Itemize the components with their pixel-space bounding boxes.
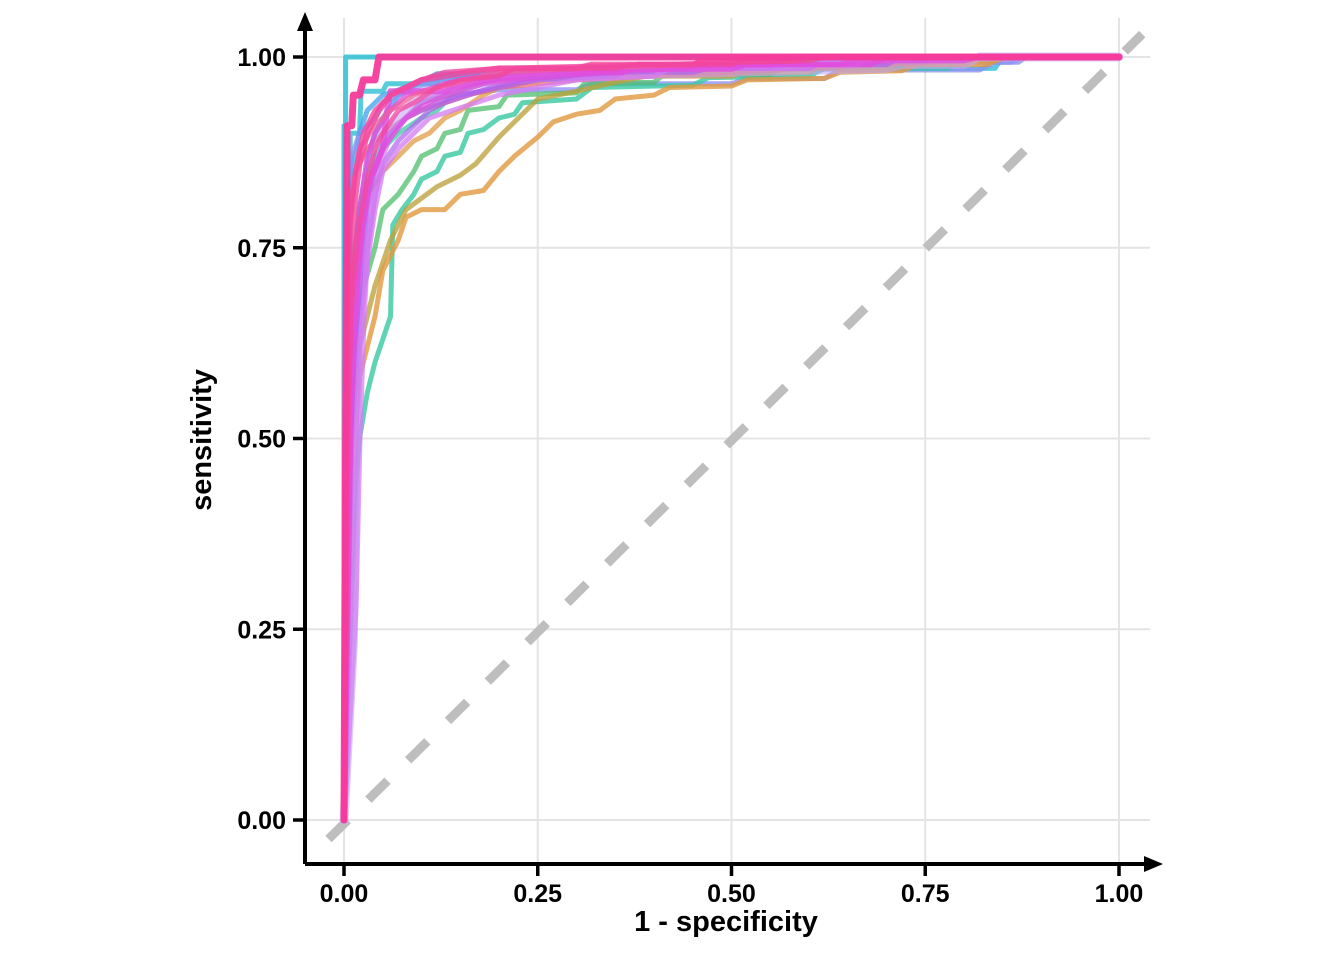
y-tick-label: 1.00 — [237, 44, 286, 72]
roc-curve — [341, 54, 1122, 823]
y-tick-label: 0.00 — [237, 807, 286, 835]
y-tick-label: 0.75 — [237, 235, 286, 263]
y-tick-label: 0.25 — [237, 616, 286, 644]
roc-curve — [341, 54, 1122, 823]
y-axis-title: sensitivity — [186, 369, 218, 511]
diagonal-reference-line — [325, 30, 1146, 843]
y-tick-label: 0.50 — [237, 426, 286, 454]
roc-curve — [340, 53, 1123, 824]
y-axis-arrow-icon — [297, 12, 313, 31]
tick-marks — [293, 55, 1121, 876]
x-tick-label: 0.25 — [513, 880, 562, 908]
x-tick-label: 1.00 — [1095, 880, 1144, 908]
roc-curves — [339, 52, 1124, 825]
x-axis-arrow-icon — [1144, 856, 1163, 872]
x-tick-label: 0.75 — [901, 880, 950, 908]
tick-labels: 0.00 0.25 0.50 0.75 1.00 0.00 0.25 0.50 0.75 1.00 — [237, 44, 1143, 908]
axes — [297, 12, 1163, 872]
chance-diagonal — [325, 30, 1146, 843]
x-axis-title: 1 - specificity — [634, 906, 818, 938]
x-tick-label: 0.50 — [707, 880, 756, 908]
x-tick-label: 0.00 — [320, 880, 369, 908]
